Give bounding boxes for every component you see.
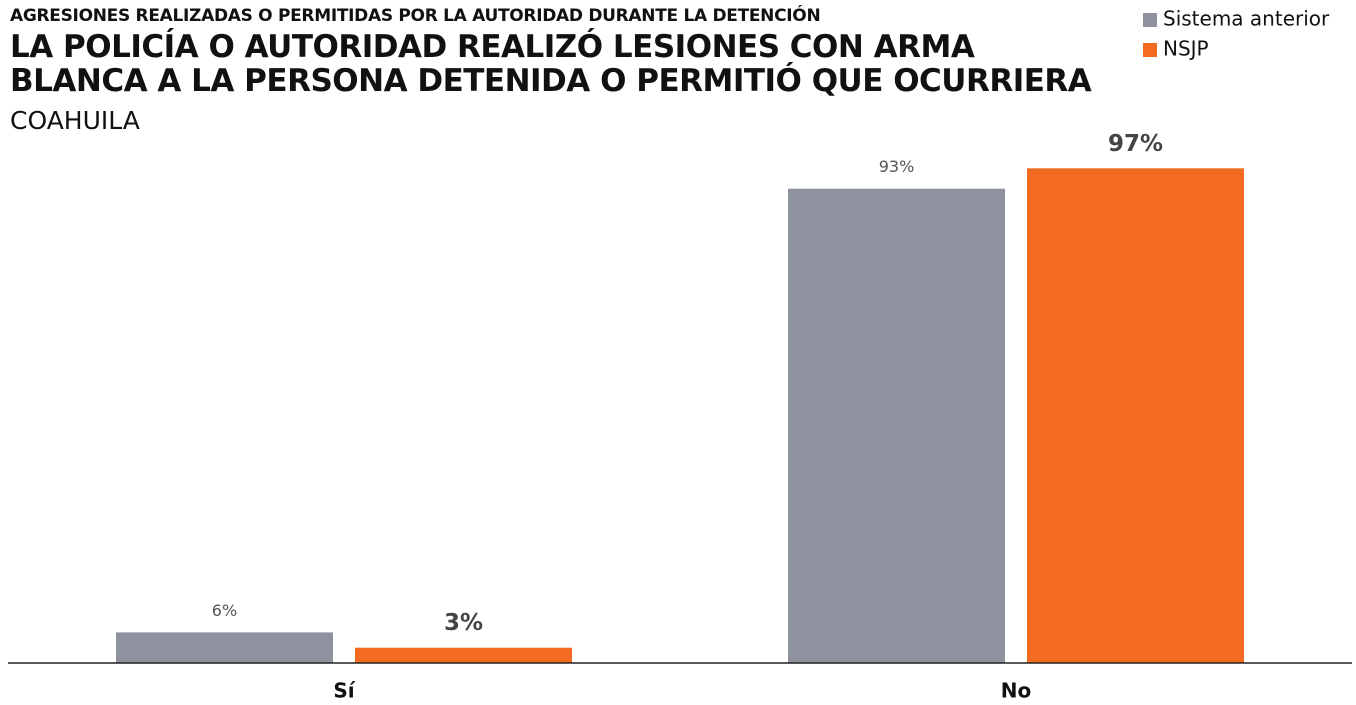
supertitle: AGRESIONES REALIZADAS O PERMITIDAS POR L… (10, 6, 821, 26)
legend-label: NSJP (1163, 37, 1209, 61)
bar (788, 188, 1005, 663)
subtitle: COAHUILA (10, 106, 140, 135)
value-label: 97% (1108, 131, 1163, 157)
x-tick-label: No (1001, 679, 1031, 703)
legend-swatch (1143, 43, 1157, 57)
legend-label: Sistema anterior (1163, 7, 1330, 31)
x-tick-label: Sí (333, 679, 355, 703)
bar (1027, 168, 1244, 664)
bar (116, 632, 333, 663)
legend-swatch (1143, 13, 1157, 27)
value-label: 93% (879, 157, 915, 176)
value-label: 3% (444, 610, 483, 636)
bar (355, 647, 572, 663)
chart-title: LA POLICÍA O AUTORIDAD REALIZÓ LESIONES … (10, 29, 1092, 99)
value-label: 6% (212, 601, 237, 620)
